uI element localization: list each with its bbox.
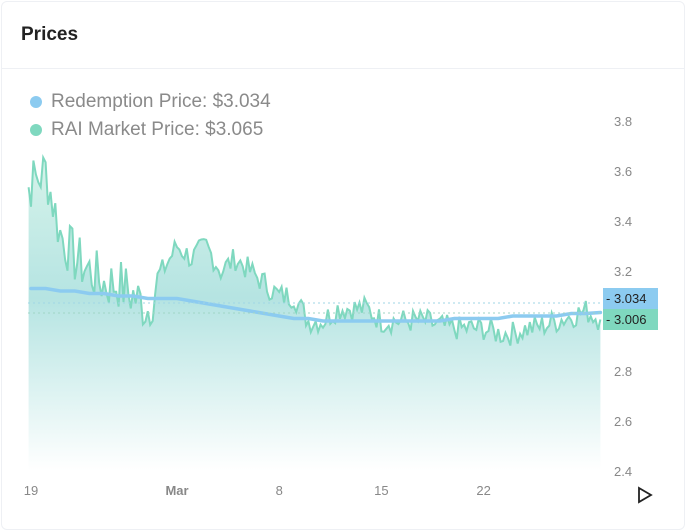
market-price-area	[28, 157, 601, 471]
legend: Redemption Price: $3.034 RAI Market Pric…	[30, 88, 271, 144]
y-tick-label: 3.2	[614, 264, 632, 279]
x-tick-label: Mar	[165, 483, 188, 498]
x-tick-label: 15	[374, 483, 388, 498]
legend-market: RAI Market Price: $3.065	[30, 116, 271, 144]
legend-redemption-label: Redemption Price: $3.034	[51, 91, 271, 112]
redemption-price-line	[29, 286, 603, 323]
x-tick-label: 8	[276, 483, 283, 498]
y-tick-label: 2.8	[614, 364, 632, 379]
card-header: Prices	[2, 2, 684, 69]
legend-redemption: Redemption Price: $3.034	[30, 88, 271, 116]
market-price-badge-label: - 3.006	[606, 312, 646, 327]
legend-market-label: RAI Market Price: $3.065	[51, 119, 264, 140]
redemption-dot-icon	[30, 96, 42, 108]
y-tick-label: 3.6	[614, 164, 632, 179]
market-price-badge	[603, 309, 658, 330]
market-dot-icon	[30, 124, 42, 136]
y-tick-label: 3.8	[614, 114, 632, 129]
x-tick-label: 19	[24, 483, 38, 498]
play-icon[interactable]	[636, 486, 654, 504]
card-title: Prices	[21, 24, 79, 45]
redemption-price-badge	[603, 288, 658, 309]
x-tick-label: 22	[476, 483, 490, 498]
redemption-price-badge-label: - 3.034	[606, 291, 646, 306]
y-tick-label: 2.6	[614, 414, 632, 429]
y-tick-label: 2.4	[614, 464, 632, 479]
y-tick-label: 3.4	[614, 214, 632, 229]
